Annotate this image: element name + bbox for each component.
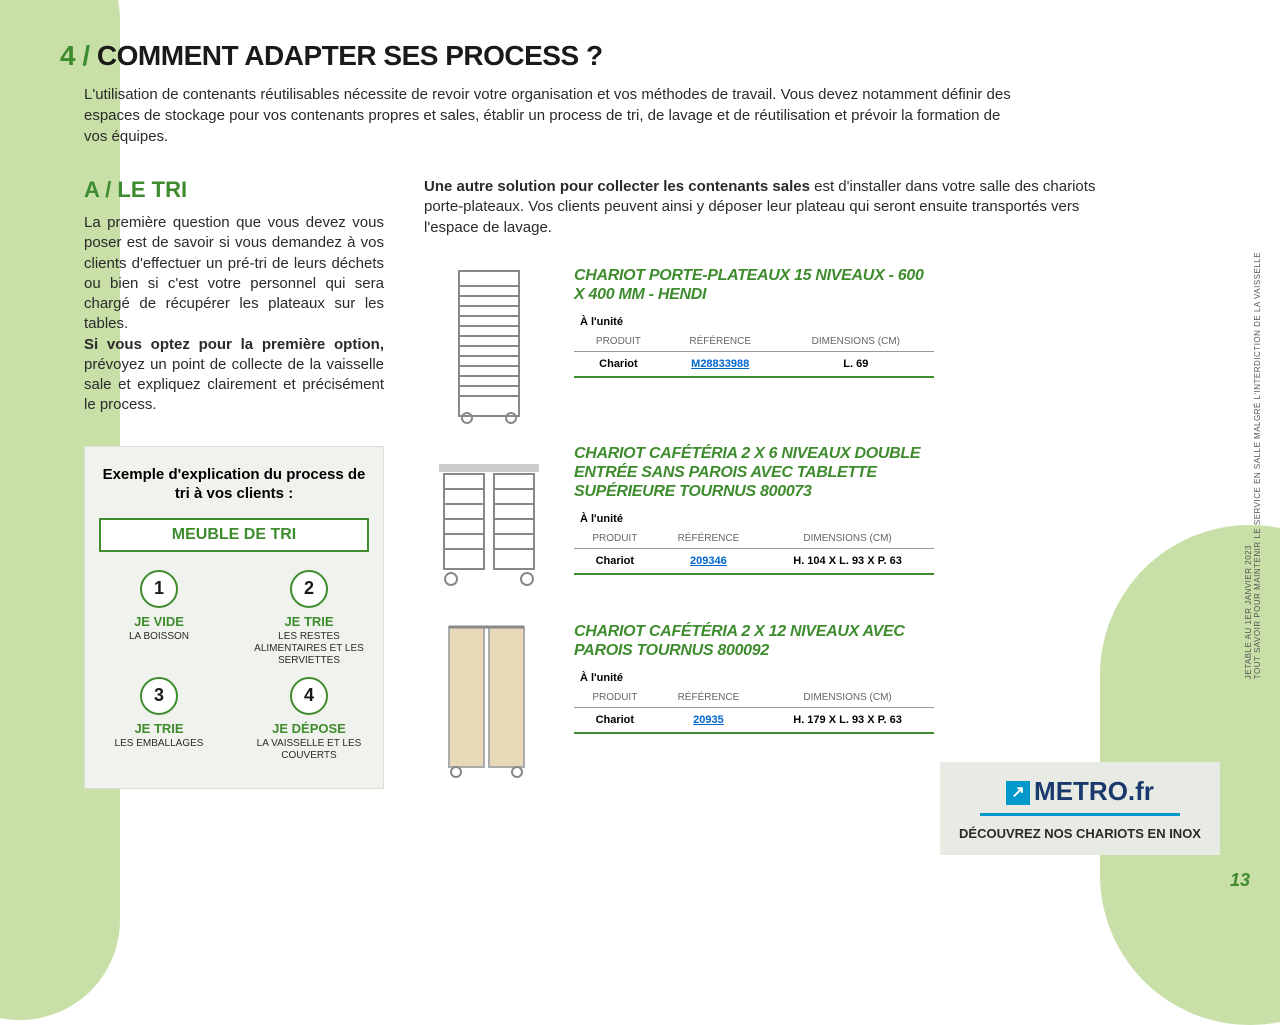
th-produit: PRODUIT	[574, 688, 656, 708]
product-2-title: CHARIOT CAFÉTÉRIA 2 X 6 NIVEAUX DOUBLE E…	[574, 444, 934, 502]
metro-arrow-icon: ↗	[1006, 781, 1030, 805]
step-3: 3 JE TRIE LES EMBALLAGES	[104, 677, 214, 762]
metro-promo-box[interactable]: ↗METRO.fr DÉCOUVREZ NOS CHARIOTS EN INOX	[940, 762, 1220, 855]
product-3-produit: Chariot	[574, 708, 656, 734]
product-1-info: CHARIOT PORTE-PLATEAUX 15 NIVEAUX - 600 …	[574, 266, 934, 378]
product-2-info: CHARIOT CAFÉTÉRIA 2 X 6 NIVEAUX DOUBLE E…	[574, 444, 934, 576]
left-p2-strong: Si vous optez pour la première option,	[84, 336, 384, 353]
product-1-image	[424, 266, 554, 426]
product-2-unit: À l'unité	[580, 513, 934, 525]
side-vertical-text: TOUT SAVOIR POUR MAINTENIR LE SERVICE EN…	[1244, 226, 1262, 679]
steps-row-2: 3 JE TRIE LES EMBALLAGES 4 JE DÉPOSE LA …	[99, 677, 369, 762]
step-4: 4 JE DÉPOSE LA VAISSELLE ET LES COUVERTS	[254, 677, 364, 762]
product-3-reference[interactable]: 20935	[656, 708, 762, 734]
product-2-reference[interactable]: 209346	[656, 549, 762, 575]
product-1-unit: À l'unité	[580, 316, 934, 328]
step-3-detail: LES EMBALLAGES	[104, 738, 214, 750]
cart-tall-icon	[434, 622, 544, 782]
product-row-2: CHARIOT CAFÉTÉRIA 2 X 6 NIVEAUX DOUBLE E…	[424, 444, 1220, 604]
product-2-table: PRODUIT RÉFÉRENCE DIMENSIONS (CM) Chario…	[574, 529, 934, 575]
page-number: 13	[1230, 870, 1250, 891]
two-column-layout: A / LE TRI La première question que vous…	[84, 177, 1220, 800]
metro-logo-text: METRO.fr	[1034, 776, 1154, 806]
th-dimensions: DIMENSIONS (CM)	[778, 332, 934, 352]
steps-row-1: 1 JE VIDE LA BOISSON 2 JE TRIE LES RESTE…	[99, 570, 369, 667]
product-3-table: PRODUIT RÉFÉRENCE DIMENSIONS (CM) Chario…	[574, 688, 934, 734]
step-4-action: JE DÉPOSE	[254, 721, 364, 736]
th-produit: PRODUIT	[574, 529, 656, 549]
step-2: 2 JE TRIE LES RESTES ALIMENTAIRES ET LES…	[254, 570, 364, 667]
page-content: 4 / COMMENT ADAPTER SES PROCESS ? L'util…	[0, 0, 1280, 820]
cart-rack-icon	[449, 266, 529, 426]
sub-heading-a: A / LE TRI	[84, 177, 384, 203]
product-1-reference[interactable]: M28833988	[663, 352, 778, 378]
right-column: Une autre solution pour collecter les co…	[424, 177, 1220, 800]
product-3-info: CHARIOT CAFÉTÉRIA 2 X 12 NIVEAUX AVEC PA…	[574, 622, 934, 734]
step-2-detail: LES RESTES ALIMENTAIRES ET LES SERVIETTE…	[254, 631, 364, 667]
th-reference: RÉFÉRENCE	[656, 688, 762, 708]
step-1-number: 1	[140, 570, 178, 608]
step-2-number: 2	[290, 570, 328, 608]
step-1-detail: LA BOISSON	[104, 631, 214, 643]
cart-double-icon	[429, 454, 549, 594]
metro-logo: ↗METRO.fr	[952, 776, 1208, 807]
right-intro-strong: Une autre solution pour collecter les co…	[424, 178, 810, 195]
step-1: 1 JE VIDE LA BOISSON	[104, 570, 214, 667]
product-row-3: CHARIOT CAFÉTÉRIA 2 X 12 NIVEAUX AVEC PA…	[424, 622, 1220, 782]
product-3-dimensions: H. 179 X L. 93 X P. 63	[761, 708, 934, 734]
heading-number: 4 /	[60, 40, 97, 71]
product-3-unit: À l'unité	[580, 672, 934, 684]
left-p2-rest: prévoyez un point de collecte de la vais…	[84, 356, 384, 414]
metro-cta-text: DÉCOUVREZ NOS CHARIOTS EN INOX	[952, 826, 1208, 841]
product-2-dimensions: H. 104 X L. 93 X P. 63	[761, 549, 934, 575]
heading-text: COMMENT ADAPTER SES PROCESS ?	[97, 40, 603, 71]
product-1-title: CHARIOT PORTE-PLATEAUX 15 NIVEAUX - 600 …	[574, 266, 934, 304]
left-paragraph-2: Si vous optez pour la première option, p…	[84, 335, 384, 416]
intro-paragraph: L'utilisation de contenants réutilisable…	[84, 84, 1024, 147]
product-2-image	[424, 444, 554, 604]
step-4-number: 4	[290, 677, 328, 715]
main-heading: 4 / COMMENT ADAPTER SES PROCESS ?	[60, 40, 1220, 72]
metro-underline	[980, 813, 1180, 816]
process-box: Exemple d'explication du process de tri …	[84, 446, 384, 789]
left-column: A / LE TRI La première question que vous…	[84, 177, 384, 800]
th-dimensions: DIMENSIONS (CM)	[761, 529, 934, 549]
product-row-1: CHARIOT PORTE-PLATEAUX 15 NIVEAUX - 600 …	[424, 266, 1220, 426]
step-3-action: JE TRIE	[104, 721, 214, 736]
meuble-label: MEUBLE DE TRI	[99, 518, 369, 552]
step-4-detail: LA VAISSELLE ET LES COUVERTS	[254, 738, 364, 762]
product-3-title: CHARIOT CAFÉTÉRIA 2 X 12 NIVEAUX AVEC PA…	[574, 622, 934, 660]
product-1-produit: Chariot	[574, 352, 663, 378]
th-reference: RÉFÉRENCE	[656, 529, 762, 549]
right-intro: Une autre solution pour collecter les co…	[424, 177, 1104, 238]
th-produit: PRODUIT	[574, 332, 663, 352]
product-2-produit: Chariot	[574, 549, 656, 575]
left-paragraph-1: La première question que vous devez vous…	[84, 213, 384, 335]
th-dimensions: DIMENSIONS (CM)	[761, 688, 934, 708]
step-2-action: JE TRIE	[254, 614, 364, 629]
step-3-number: 3	[140, 677, 178, 715]
product-1-table: PRODUIT RÉFÉRENCE DIMENSIONS (CM) Chario…	[574, 332, 934, 378]
step-1-action: JE VIDE	[104, 614, 214, 629]
product-1-dimensions: L. 69	[778, 352, 934, 378]
th-reference: RÉFÉRENCE	[663, 332, 778, 352]
product-3-image	[424, 622, 554, 782]
process-title: Exemple d'explication du process de tri …	[99, 465, 369, 504]
